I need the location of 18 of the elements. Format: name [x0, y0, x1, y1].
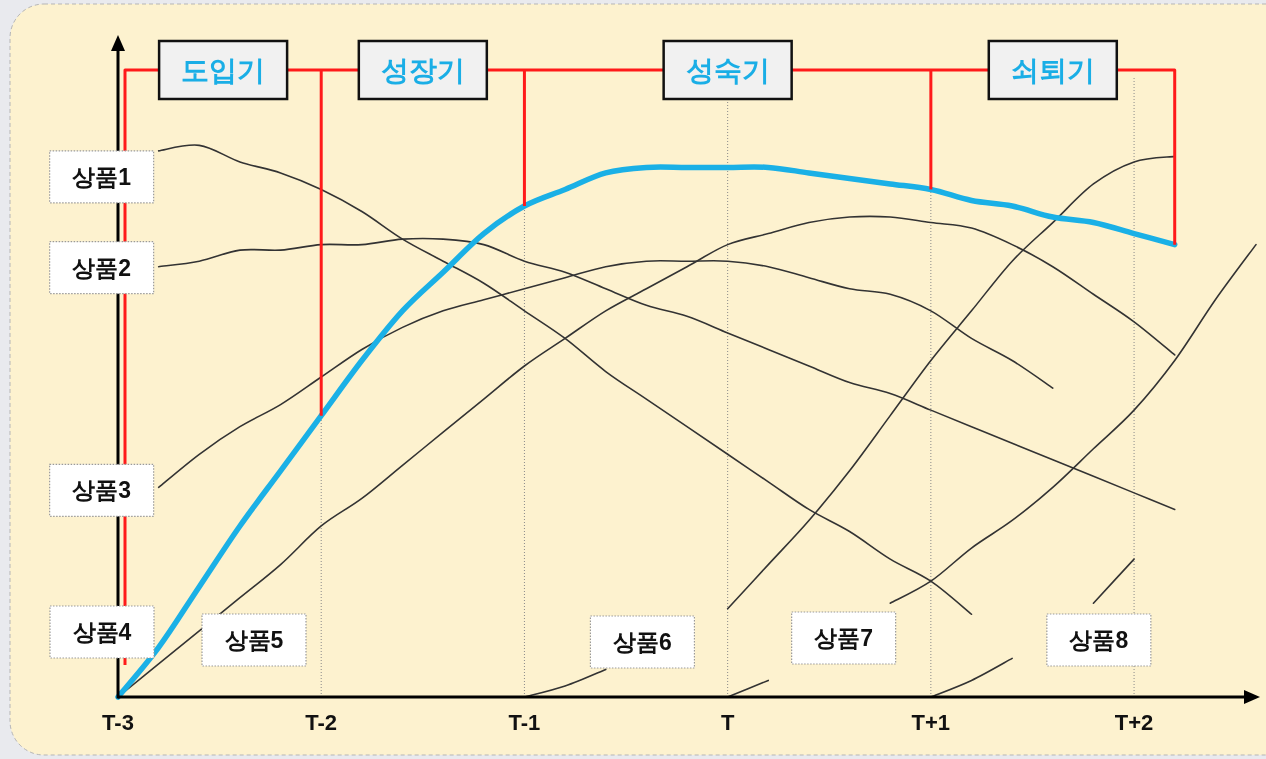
x-tick-label: T: [720, 710, 735, 735]
series-label: 상품7: [814, 625, 874, 651]
x-tick-label: T-2: [305, 710, 338, 735]
text: 성숙기: [685, 55, 770, 86]
series-label: 상품3: [72, 477, 132, 504]
series-label: 상품6: [613, 629, 672, 655]
text: 도입기: [181, 55, 266, 86]
x-tick-label: T+2: [1114, 710, 1154, 735]
x-tick-label: T-1: [508, 710, 541, 735]
x-tick-label: T+1: [911, 710, 951, 735]
series-label: 상품4: [72, 619, 132, 645]
x-tick-label: T-3: [102, 710, 134, 735]
series-label: 상품1: [72, 163, 132, 190]
text: 성장기: [380, 55, 465, 86]
series-label: 상품2: [72, 254, 132, 281]
series-label: 상품5: [224, 627, 284, 653]
text: 쇠퇴기: [1010, 55, 1095, 86]
series-label: 상품8: [1069, 627, 1129, 653]
